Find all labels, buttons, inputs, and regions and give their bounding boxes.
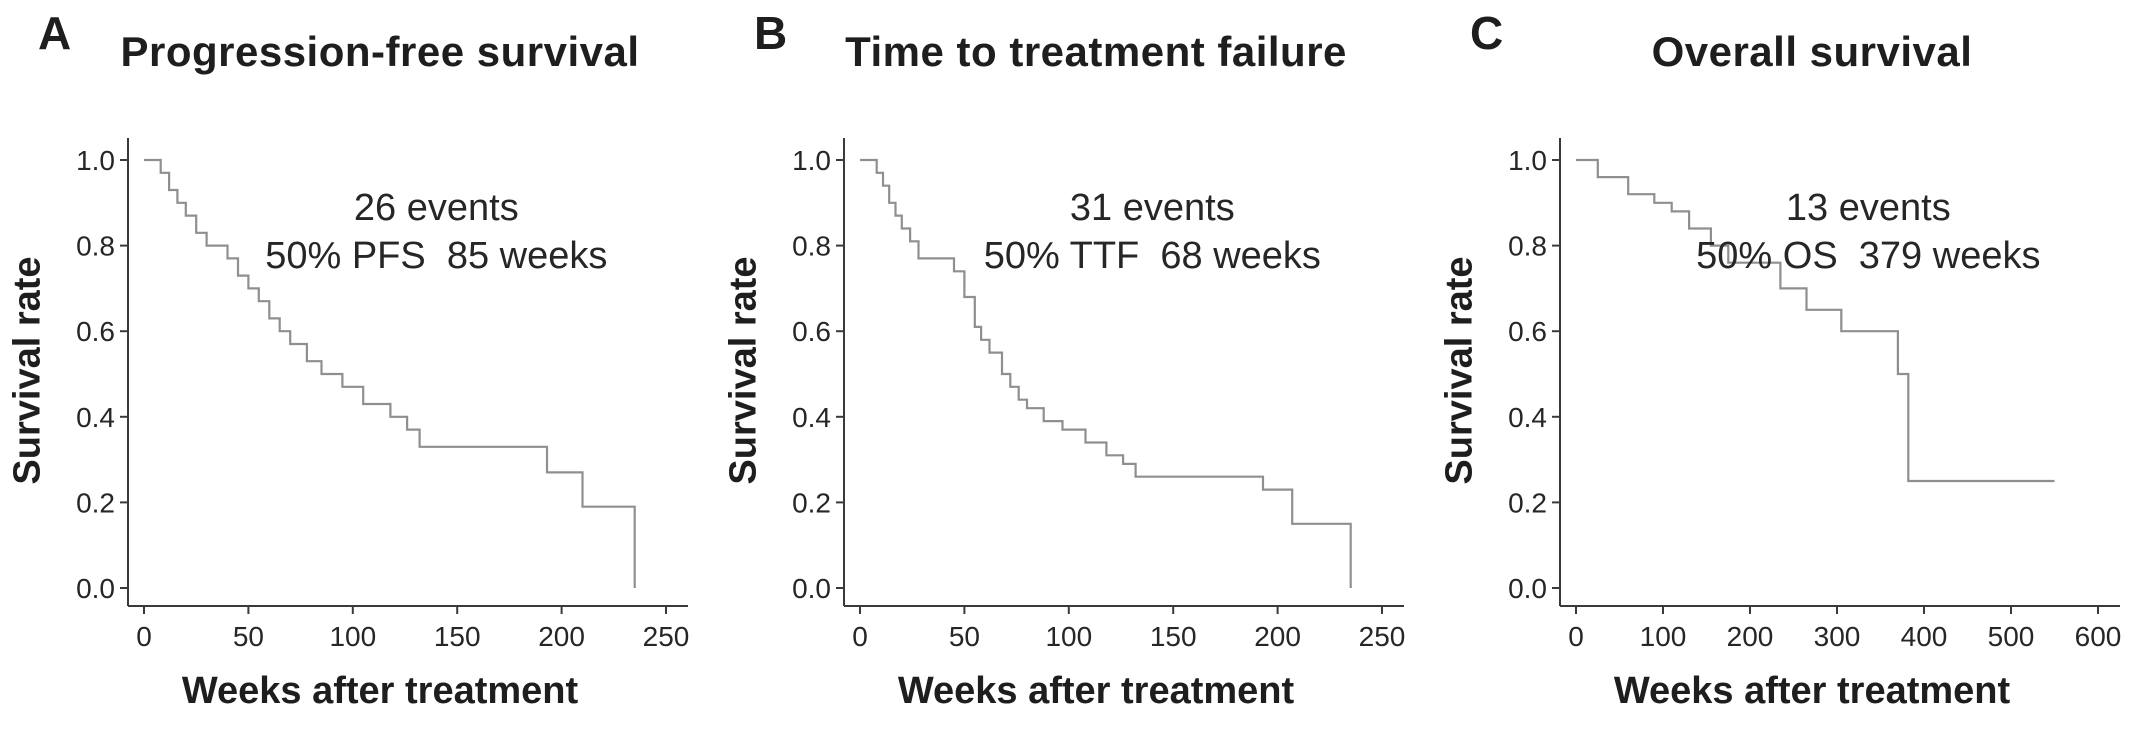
x-tick-label: 500: [1988, 621, 2035, 652]
y-axis-label: Survival rate: [722, 255, 765, 485]
x-tick-label: 100: [1045, 621, 1092, 652]
annotation-line: 31 events: [1070, 187, 1235, 229]
panel-title: Progression-free survival: [120, 28, 640, 75]
x-axis-label: Weeks after treatment: [181, 670, 579, 712]
x-axis-label: Weeks after treatment: [1613, 670, 2011, 712]
annotation-line: 50% OS 379 weeks: [1696, 235, 2040, 277]
y-axis-label-wrap: Survival rate: [1434, 130, 1486, 610]
y-tick-label: 0.4: [792, 402, 831, 433]
x-tick-label: 150: [1150, 621, 1197, 652]
y-tick-label: 0.6: [1508, 316, 1547, 347]
x-tick-label: 0: [136, 621, 152, 652]
panel-time-to-treatment-failure: B Time to treatment failure Survival rat…: [716, 0, 1432, 731]
survival-chart-pfs: 0 50 100 150 200 250 1.0 0.8 0.6 0.4 0.2 0.0 26 even…: [76, 138, 690, 652]
x-tick-label: 100: [1640, 621, 1687, 652]
x-tick-label: 0: [1568, 621, 1584, 652]
y-tick-label: 0.2: [76, 487, 115, 518]
y-axis-label-wrap: Survival rate: [718, 130, 770, 610]
x-tick-label: 150: [434, 621, 481, 652]
y-tick-label: 0.0: [1508, 573, 1547, 604]
y-tick-label: 0.2: [792, 487, 831, 518]
panel-overall-survival: C Overall survival Survival rate 0 100 200…: [1432, 0, 2148, 731]
survival-chart-ttf: 0 50 100 150 200 250 1.0 0.8 0.6 0.4 0.2 0.0 31 even…: [792, 138, 1406, 652]
panel-title: Time to treatment failure: [845, 28, 1347, 75]
panel-letter: A: [38, 7, 72, 59]
y-axis-label: Survival rate: [1438, 255, 1481, 485]
y-tick-label: 0.8: [792, 231, 831, 262]
x-axis-label: Weeks after treatment: [897, 670, 1295, 712]
y-tick-label: 0.8: [1508, 231, 1547, 262]
x-tick-label: 200: [1254, 621, 1301, 652]
y-tick-label: 1.0: [1508, 145, 1547, 176]
x-tick-label: 600: [2075, 621, 2122, 652]
survival-curve: [1576, 158, 2055, 483]
y-axis-label-wrap: Survival rate: [2, 130, 54, 610]
y-tick-label: 0.0: [792, 573, 831, 604]
y-tick-label: 0.0: [76, 573, 115, 604]
y-tick-label: 0.4: [76, 402, 115, 433]
y-tick-label: 0.4: [1508, 402, 1547, 433]
y-tick-label: 0.6: [76, 316, 115, 347]
x-tick-label: 250: [643, 621, 690, 652]
survival-curve: [860, 158, 1352, 588]
annotation-line: 50% TTF 68 weeks: [984, 235, 1321, 277]
x-tick-label: 0: [852, 621, 868, 652]
panel-letter: B: [754, 7, 788, 59]
y-tick-label: 0.2: [1508, 487, 1547, 518]
panel-title: Overall survival: [1651, 28, 1973, 75]
panel-progression-free-survival: A Progression-free survival Survival rat…: [0, 0, 716, 731]
survival-chart-os: 0 100 200 300 400 500 600 1.0 0.8 0.6 0.4 0.2 0.0 13 …: [1508, 138, 2122, 652]
y-tick-label: 1.0: [792, 145, 831, 176]
panel-letter: C: [1470, 7, 1504, 59]
annotation-line: 26 events: [354, 187, 519, 229]
y-tick-label: 0.8: [76, 231, 115, 262]
y-axis-label: Survival rate: [6, 255, 49, 485]
x-tick-label: 300: [1814, 621, 1861, 652]
x-tick-label: 400: [1901, 621, 1948, 652]
y-tick-label: 0.6: [792, 316, 831, 347]
x-tick-label: 100: [329, 621, 376, 652]
annotation-line: 13 events: [1786, 187, 1951, 229]
x-tick-label: 200: [1727, 621, 1774, 652]
y-tick-label: 1.0: [76, 145, 115, 176]
annotation-line: 50% PFS 85 weeks: [265, 235, 607, 277]
x-tick-label: 250: [1359, 621, 1406, 652]
survival-curve: [144, 158, 636, 588]
x-tick-label: 200: [538, 621, 585, 652]
x-tick-label: 50: [233, 621, 264, 652]
x-tick-label: 50: [949, 621, 980, 652]
